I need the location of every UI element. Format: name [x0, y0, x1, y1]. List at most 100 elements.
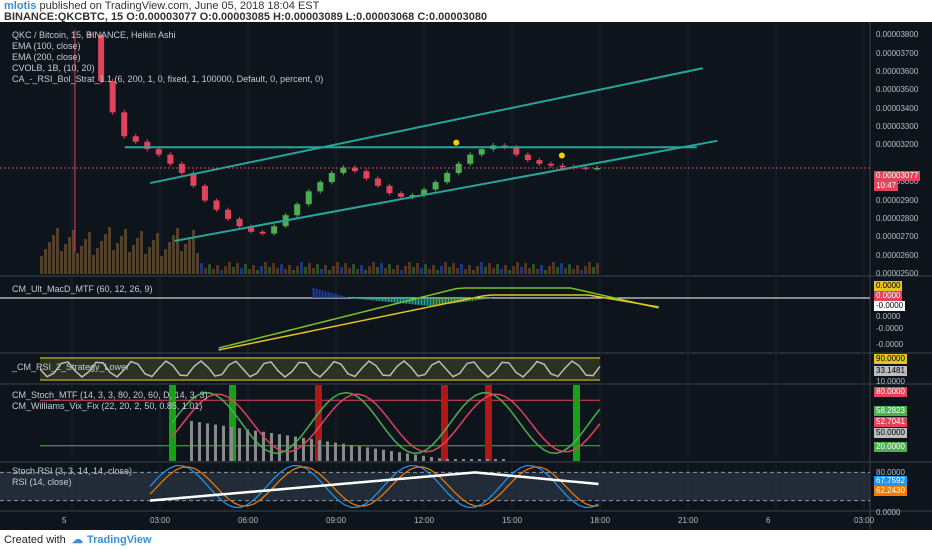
candle-body-2 [109, 81, 116, 113]
macd-hist-28 [396, 298, 399, 303]
candle-body-33 [467, 154, 474, 164]
legend-symbol[interactable]: QKC / Bitcoin, 15, BINANCE, Heikin Ashi [12, 30, 176, 40]
vix-bar-17 [326, 441, 329, 461]
volume-bar-119 [516, 262, 519, 274]
vix-bar-4 [222, 425, 225, 461]
volume-bar-44 [216, 265, 219, 274]
volume-bar-88 [392, 269, 395, 274]
legend-ema100[interactable]: EMA (100, close) [12, 41, 81, 51]
chart-area[interactable]: QKC / Bitcoin, 15, BINANCE, Heikin Ashi … [0, 22, 932, 530]
macd-hist-9 [339, 295, 342, 298]
volume-bar-20 [120, 236, 123, 274]
macd-hist-41 [435, 298, 438, 306]
macd-hist-43 [441, 298, 444, 305]
volume-bar-125 [540, 265, 543, 274]
vix-bar-7 [246, 429, 249, 461]
vix-bar-19 [342, 443, 345, 461]
volume-bar-5 [60, 251, 63, 274]
candle-body-6 [155, 149, 162, 155]
macd-hist-52 [468, 298, 471, 302]
volume-bar-56 [264, 262, 267, 274]
legend-williams-vix[interactable]: CM_Williams_Vix_Fix (22, 20, 2, 50, 0.85… [12, 401, 203, 411]
volume-bar-18 [112, 250, 115, 274]
vix-bar-25 [390, 451, 393, 461]
publish-text: published on TradingView.com, June 05, 2… [39, 0, 320, 12]
volume-bar-40 [200, 263, 203, 274]
chart-canvas[interactable] [0, 22, 932, 530]
candle-body-44 [594, 168, 601, 170]
volume-bar-122 [528, 268, 531, 274]
volume-bar-68 [312, 268, 315, 274]
volume-bar-59 [276, 268, 279, 274]
macd-hist-7 [333, 293, 336, 298]
volume-bar-129 [556, 267, 559, 274]
legend-rsi[interactable]: RSI (14, close) [12, 477, 72, 487]
time-tick-0: 5 [62, 516, 67, 525]
volume-bar-91 [404, 266, 407, 274]
created-with-text: Created with [4, 534, 66, 546]
volume-bar-1 [44, 249, 47, 274]
candle-body-10 [201, 185, 208, 201]
macd-badge-1: 0.0000 [874, 281, 903, 291]
volume-bar-50 [240, 268, 243, 274]
candle-body-9 [190, 172, 197, 186]
volume-bar-87 [388, 264, 391, 274]
volume-bar-26 [144, 254, 147, 274]
legend-stoch-rsi[interactable]: Stoch RSI (3, 3, 14, 14, close) [12, 466, 133, 476]
candle-body-29 [421, 189, 428, 196]
volume-bar-94 [416, 263, 419, 274]
volume-bar-112 [488, 263, 491, 274]
volume-bar-127 [548, 266, 551, 274]
candle-body-22 [340, 167, 347, 173]
volume-bar-7 [68, 237, 71, 274]
volume-bar-53 [252, 265, 255, 274]
macd-tick-mid: -0.0000 [876, 324, 904, 333]
macd-badge-2: 0.0000 [874, 291, 903, 301]
volume-bar-96 [424, 264, 427, 274]
volume-bar-134 [576, 265, 579, 274]
volume-bar-116 [504, 265, 507, 274]
price-tick-0: 0.00003800 [876, 30, 919, 40]
volume-bar-4 [56, 228, 59, 274]
countdown-badge: 10:47 [874, 181, 899, 191]
header-bar: mlotis published on TradingView.com, Jun… [0, 0, 932, 23]
macd-signal-line [218, 294, 659, 351]
rsi2-line [39, 360, 601, 378]
legend-ema200[interactable]: EMA (200, close) [12, 52, 81, 62]
price-tick-13: 0.00002500 [876, 269, 919, 278]
macd-hist-4 [324, 291, 327, 298]
stochrsi-badge-k: 67.7592 [874, 476, 907, 486]
vix-bar-33 [454, 459, 457, 461]
legend-rsi-bol-strategy[interactable]: CA_-_RSI_Bol_Strat_1.1 (6, 200, 1, 0, fi… [12, 74, 324, 84]
stoch-badge-k: 58.2823 [874, 406, 907, 416]
macd-tick-top: 0.0000 [876, 312, 901, 321]
volume-bar-70 [320, 269, 323, 274]
macd-hist-5 [327, 292, 330, 298]
volume-bar-139 [596, 263, 599, 274]
volume-bar-124 [536, 269, 539, 274]
volume-bar-92 [408, 262, 411, 274]
author-name[interactable]: mlotis [4, 0, 37, 12]
legend-stoch-mtf[interactable]: CM_Stoch_MTF (14, 3, 3, 80, 20, 60, D, 1… [12, 390, 208, 400]
macd-hist-44 [444, 298, 447, 305]
vix-bar-6 [238, 428, 241, 461]
legend-rsi2[interactable]: _CM_RSI_2_Strategy_Lower [12, 362, 130, 372]
candle-body-14 [248, 226, 255, 232]
volume-bar-37 [188, 237, 191, 274]
tradingview-logo[interactable]: ☁ TradingView [68, 533, 152, 546]
macd-hist-57 [483, 298, 486, 300]
volume-bar-52 [248, 269, 251, 274]
volume-bar-71 [324, 265, 327, 274]
rsi2-tick-low: 10.0000 [876, 377, 905, 386]
time-tick-9: 03:00 [854, 516, 875, 525]
legend-macd[interactable]: CM_Ult_MacD_MTF (60, 12, 26, 9) [12, 284, 153, 294]
candle-body-15 [259, 231, 266, 234]
macd-hist-33 [411, 298, 414, 305]
candle-body-20 [317, 182, 324, 192]
macd-hist-18 [366, 298, 369, 300]
macd-hist-29 [399, 298, 402, 304]
footer-bar: Created with ☁ TradingView [0, 530, 932, 550]
volume-bar-58 [272, 263, 275, 274]
legend-cvolb[interactable]: CVOLB, 1B, (10, 20) [12, 63, 95, 73]
stochrsi-tick-80: 80.0000 [876, 468, 905, 477]
